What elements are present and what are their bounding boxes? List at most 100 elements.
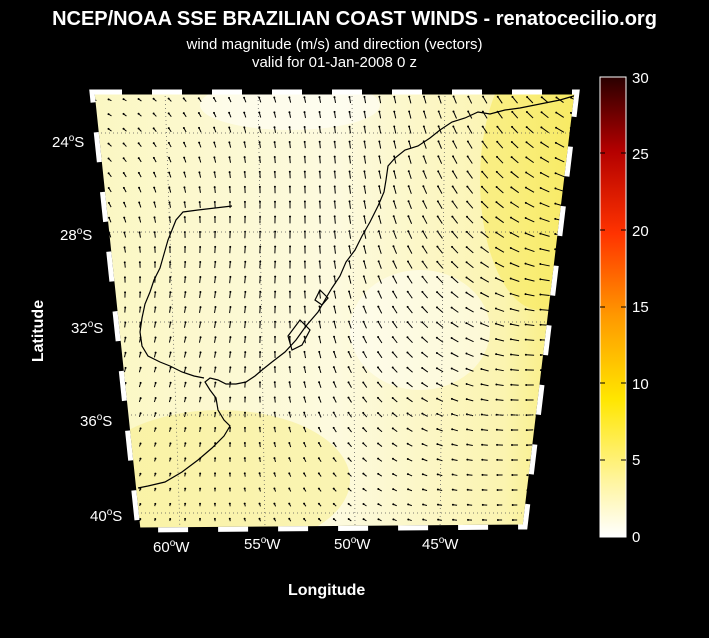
- wind-vector-head: [496, 503, 499, 506]
- wind-vector-head: [184, 427, 187, 430]
- wind-vector-head: [229, 366, 232, 369]
- wind-vector: [525, 263, 535, 267]
- wind-vector-head: [154, 291, 157, 294]
- wind-vector-head: [122, 142, 125, 145]
- wind-vector: [244, 291, 246, 299]
- wind-vector-head: [214, 426, 217, 429]
- wind-vector-head: [212, 97, 215, 100]
- wind-vector-head: [465, 246, 468, 249]
- wind-vector-head: [183, 201, 186, 204]
- wind-vector-head: [480, 291, 483, 294]
- wind-vector: [124, 503, 126, 507]
- wind-vector-head: [138, 216, 141, 219]
- wind-vector-head: [169, 427, 172, 430]
- wind-vector-head: [377, 457, 380, 460]
- wind-vector-head: [244, 351, 247, 354]
- wind-vector-head: [496, 443, 499, 446]
- wind-vector-head: [480, 398, 483, 401]
- wind-vector-head: [124, 306, 127, 309]
- wind-vector: [495, 292, 505, 298]
- wind-vector-head: [258, 517, 261, 520]
- wind-vector-head: [362, 518, 365, 521]
- wind-vector-head: [318, 215, 321, 218]
- wind-vector-head: [94, 442, 97, 445]
- wind-vector: [392, 367, 398, 373]
- wind-vector-head: [259, 245, 262, 248]
- wind-vector-head: [467, 110, 470, 113]
- wind-vector-head: [571, 504, 574, 507]
- wind-vector-head: [303, 170, 306, 173]
- wind-vector: [481, 398, 489, 402]
- wind-vector-head: [318, 200, 321, 203]
- wind-vector-head: [109, 321, 112, 324]
- wind-vector-head: [109, 397, 112, 400]
- wind-vector-head: [422, 503, 425, 506]
- wind-vector-head: [378, 95, 381, 98]
- wind-vector-head: [138, 231, 141, 234]
- wind-vector-head: [243, 171, 246, 174]
- wind-vector-head: [436, 488, 439, 491]
- wind-vector: [466, 186, 474, 194]
- lat-tick-32s: 32oS: [71, 319, 104, 337]
- wind-vector-head: [228, 111, 231, 114]
- wind-vector: [334, 171, 336, 179]
- wind-vector-head: [107, 187, 110, 190]
- wind-vector-head: [436, 245, 439, 248]
- wind-vector: [437, 216, 443, 224]
- wind-vector-head: [495, 216, 498, 219]
- wind-vector-head: [273, 517, 276, 520]
- wind-vector: [496, 186, 504, 194]
- wind-vector-head: [318, 260, 321, 263]
- wind-vector-head: [139, 276, 142, 279]
- wind-vector: [333, 306, 337, 314]
- wind-vector: [393, 186, 397, 194]
- wind-vector-head: [524, 323, 527, 326]
- wind-vector: [378, 96, 382, 104]
- wind-vector-head: [228, 457, 231, 460]
- wind-vector: [495, 338, 505, 342]
- wind-vector-head: [137, 171, 140, 174]
- wind-vector: [452, 126, 458, 134]
- wind-vector-head: [229, 305, 232, 308]
- wind-vector-head: [451, 215, 454, 218]
- wind-vector-head: [139, 366, 142, 369]
- wind-vector-head: [480, 200, 483, 203]
- wind-vector-head: [555, 399, 558, 402]
- wind-vector: [540, 263, 550, 267]
- wind-vector-head: [214, 411, 217, 414]
- wind-vector-head: [317, 487, 320, 490]
- wind-vector: [378, 216, 382, 224]
- wind-vector: [541, 444, 549, 446]
- wind-vector-head: [303, 487, 306, 490]
- wind-vector-head: [198, 141, 201, 144]
- wind-vector-head: [332, 396, 335, 399]
- wind-vector: [540, 248, 550, 252]
- wind-vector: [555, 157, 565, 163]
- wind-vector-head: [540, 444, 543, 447]
- wind-vector: [571, 429, 577, 431]
- wind-vector-head: [303, 472, 306, 475]
- wind-vector: [422, 201, 428, 209]
- wind-vector-head: [333, 305, 336, 308]
- wind-vector-head: [273, 441, 276, 444]
- wind-vector-head: [480, 261, 483, 264]
- wind-vector-head: [481, 503, 484, 506]
- wind-vector-head: [465, 337, 468, 340]
- wind-vector-head: [435, 382, 438, 385]
- wind-vector-head: [139, 472, 142, 475]
- wind-vector-head: [109, 442, 112, 445]
- wind-vector-head: [524, 353, 527, 356]
- wind-vector-head: [496, 155, 499, 158]
- wind-vector-head: [303, 260, 306, 263]
- wind-vector-head: [303, 275, 306, 278]
- wind-vector-head: [465, 322, 468, 325]
- wind-vector-head: [347, 381, 350, 384]
- wind-vector: [378, 156, 382, 164]
- wind-vector: [229, 261, 231, 269]
- wind-vector: [377, 321, 383, 329]
- wind-vector-head: [467, 125, 470, 128]
- wind-vector-head: [228, 126, 231, 129]
- wind-vector-head: [376, 366, 379, 369]
- wind-vector-head: [421, 473, 424, 476]
- wind-vector-head: [554, 217, 557, 220]
